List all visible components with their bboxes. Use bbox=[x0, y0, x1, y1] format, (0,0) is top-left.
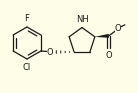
Text: O: O bbox=[47, 48, 53, 57]
Polygon shape bbox=[95, 34, 109, 38]
Text: F: F bbox=[25, 14, 29, 23]
Text: NH: NH bbox=[76, 15, 89, 24]
Text: O: O bbox=[106, 51, 112, 60]
Text: Cl: Cl bbox=[23, 64, 31, 73]
Text: O: O bbox=[115, 24, 121, 33]
